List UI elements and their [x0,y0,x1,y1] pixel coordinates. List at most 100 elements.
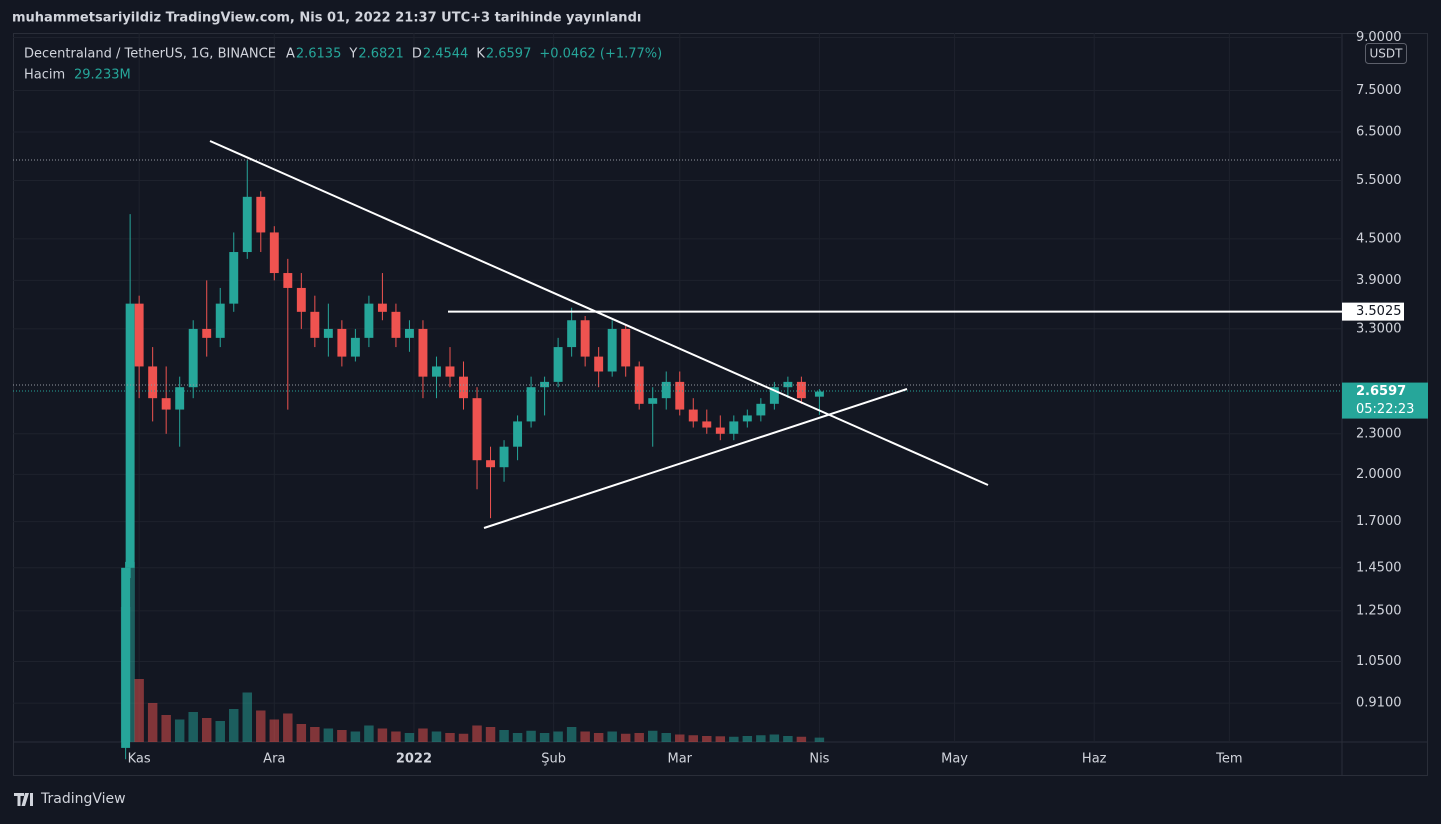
volume-bar [783,736,793,742]
candle-body [391,311,401,338]
x-tick-label: Nis [809,752,829,767]
candle-body [323,328,333,338]
x-tick-label: 2022 [396,752,432,767]
candle-body [404,328,414,338]
candle-body [377,303,387,312]
candle-body [742,415,752,422]
volume-bar [188,712,198,742]
candle-body [337,328,347,357]
ohlc-value: 2.6135 [296,47,342,62]
y-tick-label: 1.2500 [1356,603,1402,618]
volume-bar [814,737,825,742]
y-tick-label: 3.9000 [1356,273,1402,288]
candle-body [661,381,671,399]
candle-body [648,398,658,404]
candle-body [283,273,293,288]
x-tick-label: May [941,752,968,767]
candle-body [364,303,374,338]
last-price-tag [1342,382,1428,419]
chart-title: Decentraland / TetherUS, 1G, BINANCE [24,47,276,62]
y-tick-label: 0.9100 [1356,696,1402,711]
volume-bar [445,733,455,742]
candle-body [553,347,563,382]
x-tick-label: Mar [667,752,692,767]
candle-body [594,356,604,372]
candle-body [161,398,171,410]
volume-bar [458,733,469,742]
ohlc-value: 2.6597 [486,47,532,62]
candle-body [215,303,225,338]
ohlc-label: Y [348,47,357,62]
volume-bar [472,725,482,742]
volume-bar [634,733,644,742]
candle-body [418,328,428,377]
y-tick-label: 1.0500 [1356,654,1402,669]
volume-bar [242,692,252,742]
volume-bar [431,731,442,742]
volume-bar [174,719,185,742]
candle-body [675,381,685,410]
candle-body [634,366,644,404]
candle-body [472,398,482,461]
logo [14,793,33,806]
last-price: 2.6597 [1356,384,1406,399]
candle-body [459,376,468,399]
y-tick-label: 7.5000 [1356,83,1402,98]
volume-bar [350,731,361,742]
volume-bar [796,736,807,742]
x-tick-label: Haz [1082,752,1107,767]
candle-body [526,387,536,422]
volume-value: 29.233M [74,68,131,83]
candle-body [350,337,360,357]
trend-line [209,140,989,486]
candle-body [729,421,739,434]
volume-bar [256,710,266,742]
candle-body [499,446,509,468]
candle-body [702,421,712,428]
candle-body [567,320,577,348]
candle-body [796,381,806,399]
x-tick-label: Şub [541,752,566,767]
y-tick-label: 3.3000 [1356,321,1402,336]
candle-body [256,196,266,233]
brand: TradingView [40,791,126,807]
y-tick-label: 6.5000 [1356,125,1402,140]
candle-body [607,328,617,372]
volume-bar [661,733,671,742]
candle-body [296,287,306,312]
level-tag [1342,302,1404,321]
volume-bar [125,562,135,742]
volume-bar [566,727,577,742]
y-tick-label: 2.0000 [1356,467,1402,482]
volume-bar [553,731,563,742]
volume-bar [593,733,604,742]
volume-bar [161,715,171,742]
y-tick-label: 2.3000 [1356,426,1402,441]
currency[interactable]: USDT [1370,47,1404,61]
volume-bar [391,731,401,742]
published: muhammetsariyildiz TradingView.com, Nis … [12,11,641,26]
candle-body [432,366,441,377]
y-tick-label: 9.0000 [1356,30,1402,45]
candle-body [688,409,698,422]
candle-body [125,303,135,568]
volume-bar [729,736,739,742]
volume-bar [229,709,239,742]
ohlc-label: K [476,47,485,62]
ohlc-value: 2.6821 [358,47,404,62]
volume-bar [742,736,753,742]
volume-bar [756,735,766,742]
volume-bar [499,730,509,742]
volume-bar [323,728,334,742]
x-tick-label: Ara [263,752,285,767]
currency-box[interactable] [1365,43,1407,64]
volume-bar [377,728,388,742]
volume-bar [580,731,590,742]
volume-bar [715,736,726,742]
trend-line [483,388,908,529]
candle-body [621,328,631,367]
change: +0.0462 (+1.77%) [539,47,662,62]
candle-body [175,387,185,410]
candle-body [242,196,252,253]
